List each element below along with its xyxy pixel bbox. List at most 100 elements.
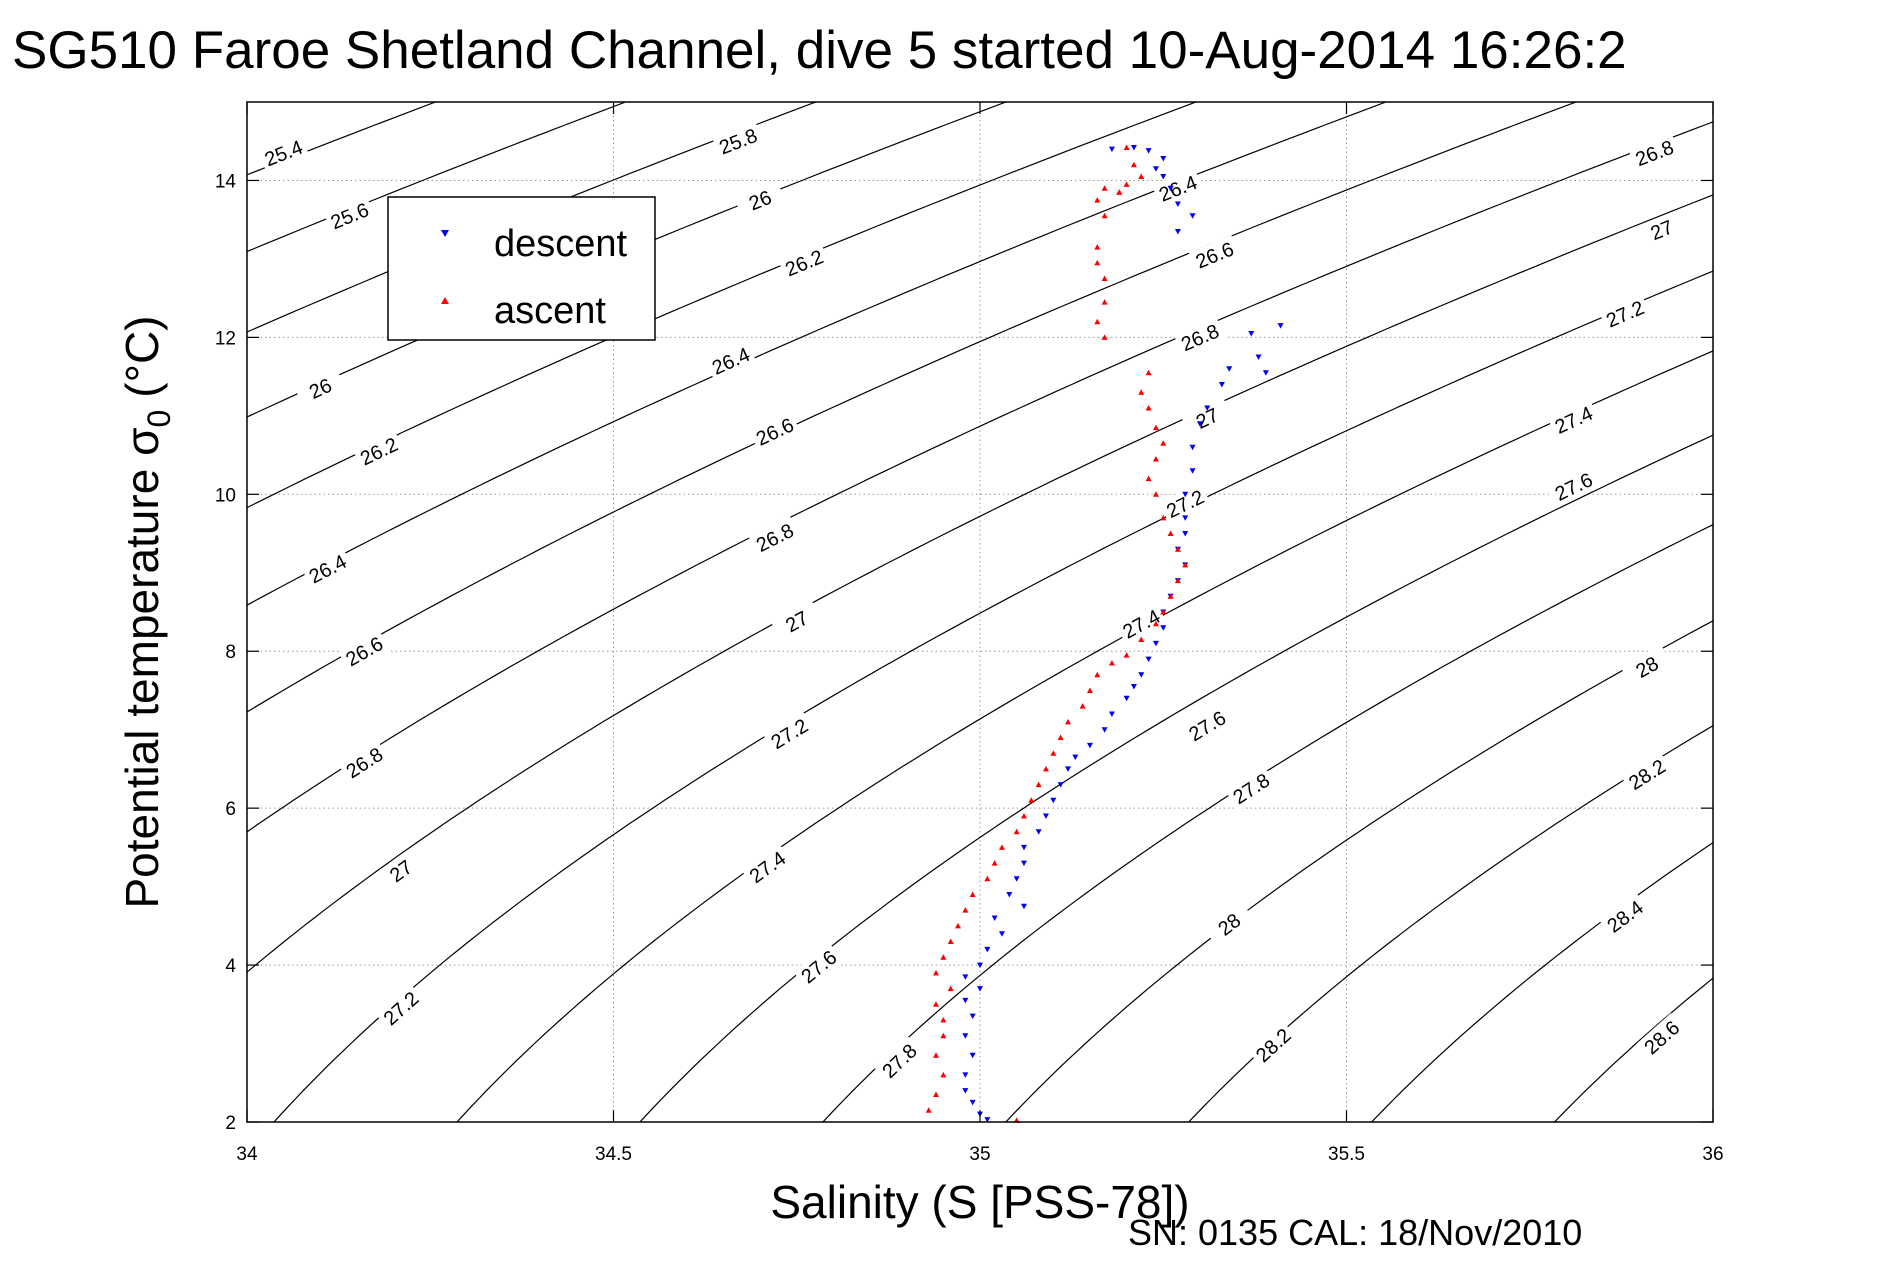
contour-label-bg	[338, 740, 391, 786]
x-tick-label: 36	[1702, 1144, 1723, 1165]
y-axis-label: Potential temperature σ0 (°C)	[116, 315, 177, 908]
descent-point	[1189, 213, 1196, 219]
ascent-point	[1101, 334, 1108, 340]
ascent-point	[998, 844, 1005, 850]
contour-label-bg	[793, 942, 845, 991]
ascent-point	[1123, 181, 1130, 187]
ascent-point	[1174, 577, 1181, 584]
descent-point	[1013, 876, 1020, 882]
descent-point	[1020, 903, 1027, 910]
ascent-point	[1101, 185, 1108, 191]
contour-line	[456, 350, 1713, 1122]
ascent-point	[1064, 718, 1071, 725]
descent-point	[977, 962, 983, 969]
ascent-point	[1145, 475, 1152, 482]
contour-line	[247, 121, 1713, 833]
contour-label-bg	[712, 121, 764, 161]
ascent-point	[1123, 652, 1130, 658]
ascent-point	[933, 1091, 940, 1098]
contour-line	[247, 102, 1198, 509]
descent-point	[1152, 640, 1159, 647]
plot-area: 25.4 25.825.6 2626.226.426.626.82727.227.4…	[215, 101, 1724, 1165]
descent-point	[1189, 444, 1196, 451]
contour-label-bg	[1174, 317, 1226, 358]
legend-box	[387, 196, 656, 341]
descent-point	[962, 1033, 969, 1039]
ascent-point	[1160, 514, 1167, 521]
descent-point	[998, 931, 1005, 937]
contour-label-bg	[294, 367, 347, 409]
descent-point	[1167, 185, 1174, 192]
contour-label-bg	[1599, 293, 1651, 334]
descent-point	[1262, 370, 1269, 376]
descent-point	[1086, 742, 1093, 749]
contour-label-bg	[734, 180, 786, 220]
descent-point	[1035, 829, 1042, 835]
ascent-point	[1167, 593, 1174, 599]
y-tick-label: 14	[215, 171, 237, 192]
descent-point	[1108, 711, 1115, 717]
descent-point	[962, 997, 969, 1004]
ascent-point	[940, 954, 947, 960]
contour-label-bg	[1159, 482, 1212, 525]
ascent-point	[969, 891, 976, 897]
descent-point	[1130, 684, 1137, 690]
ascent-point	[1094, 244, 1101, 250]
ascent-point	[1101, 275, 1108, 282]
contour-line	[1370, 841, 1713, 1122]
contour-label: 27	[1635, 210, 1688, 250]
ascent-point	[933, 969, 940, 976]
ascent-point	[1138, 636, 1145, 642]
contour-line	[247, 102, 628, 253]
legend-ascent-marker	[441, 297, 449, 304]
x-tick-label: 35.5	[1328, 1144, 1365, 1165]
ascent-point	[1174, 546, 1181, 552]
y-tick-label: 6	[225, 799, 236, 820]
ascent-point	[1050, 750, 1057, 756]
contour-label-bg	[375, 847, 427, 895]
descent-point	[1064, 766, 1071, 772]
descent-point	[1072, 754, 1079, 761]
legend-descent-marker	[441, 230, 449, 237]
descent-point	[1174, 201, 1181, 207]
contour-line	[273, 270, 1713, 1122]
ascent-point	[1160, 440, 1167, 446]
descent-point	[962, 1088, 969, 1094]
ascent-point	[947, 938, 954, 945]
x-tick-label: 34	[236, 1144, 258, 1165]
ascent-point	[1152, 456, 1159, 462]
descent-point	[1123, 695, 1130, 702]
ascent-point	[940, 1032, 947, 1039]
ascent-point	[933, 1052, 940, 1058]
ascent-series	[925, 144, 1189, 1123]
descent-point	[962, 1072, 969, 1078]
descent-point	[1020, 860, 1027, 867]
y-tick-label: 8	[225, 642, 236, 663]
contour-label-bg	[1248, 1020, 1299, 1070]
descent-point	[1182, 515, 1189, 521]
contour-label-bg	[1225, 765, 1278, 812]
descent-point	[1020, 844, 1027, 851]
contour-label-bg	[1181, 397, 1234, 439]
contour-label: 26.6	[1188, 235, 1241, 275]
ascent-point	[1123, 144, 1130, 151]
ascent-point	[1079, 703, 1086, 709]
descent-point	[1006, 891, 1013, 898]
axis-ticks: 34 34.5 35 35.5 36 2 4 6 8 10 12 14	[215, 102, 1724, 1165]
descent-point	[1174, 228, 1181, 235]
chart-title: SG510 Faroe Shetland Channel, dive 5 sta…	[12, 21, 1627, 80]
contour-label-bg	[1547, 465, 1600, 508]
ascent-point	[1057, 734, 1064, 741]
contour-label-bg	[763, 711, 816, 756]
descent-point	[1189, 468, 1196, 474]
svg-text:Potential temperature σ0(°C): Potential temperature σ0 (°C)	[116, 315, 177, 908]
contour-label-bg	[338, 629, 391, 673]
y-tick-label: 12	[215, 328, 236, 349]
contour-label-bg	[375, 983, 427, 1033]
ascent-point	[1138, 173, 1145, 180]
y-tick-label: 10	[215, 485, 236, 506]
ascent-point	[933, 1001, 940, 1007]
contour-label-bg	[352, 430, 405, 472]
contour-label-bg	[704, 340, 757, 382]
